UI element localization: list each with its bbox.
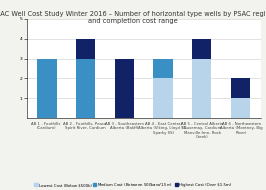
Bar	[115, 59, 134, 118]
Legend: Lowest Cost (Below $500k), Medium Cost (Between $500k and $1.5m), Highest Cost (: Lowest Cost (Below $500k), Medium Cost (…	[35, 181, 231, 188]
Bar	[76, 39, 95, 59]
Text: AB 2 - Foothills, Peace
Spirit River, Cardium: AB 2 - Foothills, Peace Spirit River, Ca…	[63, 122, 107, 130]
Bar	[153, 59, 173, 78]
Bar	[231, 98, 250, 118]
Bar	[192, 59, 211, 118]
Bar	[153, 78, 173, 118]
Bar	[231, 78, 250, 98]
Text: PSAC Well Cost Study Winter 2016 – Number of horizontal type wells by PSAC regio: PSAC Well Cost Study Winter 2016 – Numbe…	[0, 11, 266, 24]
Text: AB 4 - East Central
Alberta (Viking, Lloyd SS,
Sparky SS): AB 4 - East Central Alberta (Viking, Llo…	[139, 122, 188, 135]
Bar	[37, 59, 57, 118]
Text: AB 1 - Foothills
(Cardium): AB 1 - Foothills (Cardium)	[31, 122, 61, 130]
Bar	[192, 39, 211, 59]
Text: AB 6 - Northwestern
Alberta (Montney, Big
River): AB 6 - Northwestern Alberta (Montney, Bi…	[220, 122, 263, 135]
Text: AB 5 - Central Alberta
(Duvernay, Cardium,
Manville fmn, Rock
Creek): AB 5 - Central Alberta (Duvernay, Cardiu…	[181, 122, 223, 139]
Text: AB 3 - Southeastern
Alberta (Bakff): AB 3 - Southeastern Alberta (Bakff)	[105, 122, 144, 130]
Bar	[76, 59, 95, 118]
